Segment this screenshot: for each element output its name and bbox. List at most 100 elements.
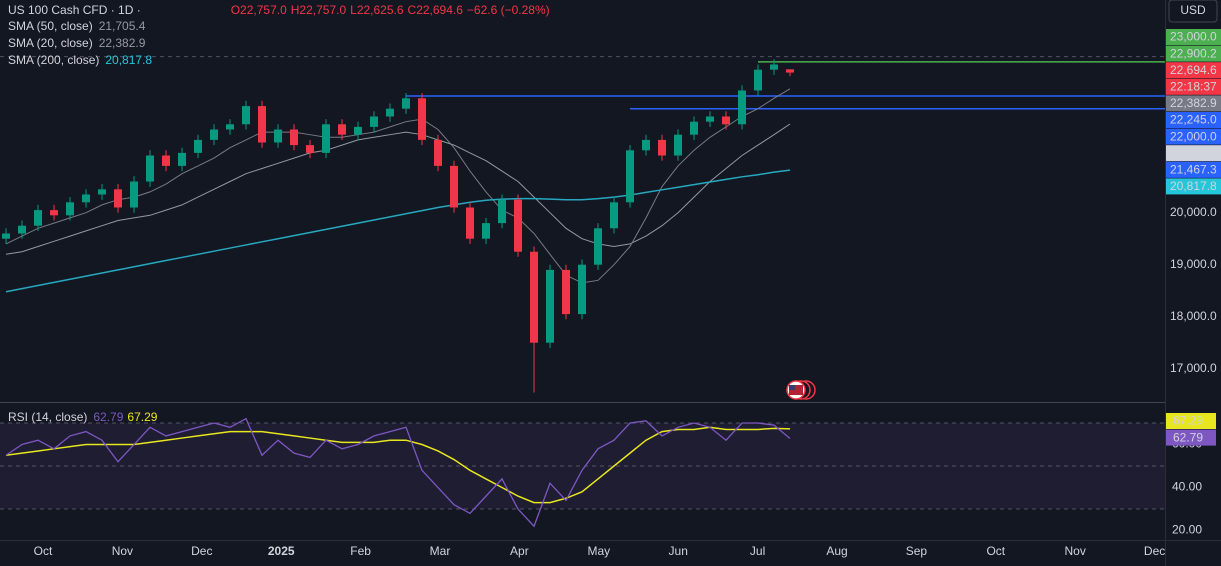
candle-body — [210, 129, 218, 140]
price-label: 22:18:37 — [1170, 79, 1217, 93]
candle-body — [338, 124, 346, 135]
price-label: 20,817.8 — [1170, 179, 1217, 193]
candle-body — [146, 155, 154, 182]
y-tick-label: 18,000.0 — [1170, 309, 1217, 323]
flag-canton — [789, 385, 795, 390]
sma-line — [5, 169, 791, 293]
price-label: 22,245.0 — [1170, 113, 1217, 127]
ohlc-close: C22,694.6 — [408, 3, 464, 17]
candle-body — [322, 124, 330, 153]
candle-body — [594, 228, 602, 265]
candle-body — [562, 269, 570, 315]
candle-body — [786, 69, 794, 73]
candle-body — [658, 139, 666, 156]
candle-body — [18, 225, 26, 234]
x-tick-label: Nov — [112, 544, 133, 558]
candle-body — [162, 155, 170, 166]
x-tick-label: Nov — [1065, 544, 1086, 558]
sma-value: 20,817.8 — [105, 53, 152, 67]
candle-body — [642, 139, 650, 151]
candle-body — [226, 124, 234, 130]
y-tick-label: 17,000.0 — [1170, 361, 1217, 375]
rsi-value: 62.79 — [93, 410, 123, 424]
currency-button[interactable] — [1168, 0, 1218, 23]
candle-body — [434, 139, 442, 166]
sma-legend: SMA (200, close) 20,817.8 — [8, 53, 152, 67]
candle-body — [274, 129, 282, 143]
x-tick-label: Oct — [986, 544, 1005, 558]
price-label: 22,694.6 — [1170, 63, 1217, 77]
symbol-header: US 100 Cash CFD · 1D · O22,757.0 H22,757.0… — [8, 3, 550, 17]
candle-body — [306, 145, 314, 153]
candle-body — [130, 181, 138, 208]
candle-body — [2, 233, 10, 239]
currency[interactable]: USD — [1180, 3, 1206, 17]
candle-body — [674, 134, 682, 156]
candle-body — [738, 90, 746, 125]
sma-value: 22,382.9 — [99, 36, 146, 50]
rsi-line — [5, 417, 791, 528]
price-label-box — [1166, 128, 1221, 145]
rsi-label: 62.79 — [1173, 430, 1203, 444]
flag — [789, 385, 803, 395]
price-label: 22,900.2 — [1170, 46, 1217, 60]
candle-body — [354, 126, 362, 135]
symbol-title: US 100 Cash CFD · 1D · — [8, 3, 141, 17]
candle-body — [258, 106, 266, 143]
x-tick-label: Feb — [350, 544, 371, 558]
candle-body — [626, 150, 634, 203]
ohlc-low: L22,625.6 — [350, 3, 404, 17]
x-tick-label: Dec — [1144, 544, 1165, 558]
candle-body — [178, 152, 186, 166]
price-label-box — [1166, 45, 1221, 62]
x-tick-label: Jun — [669, 544, 688, 558]
candle-body — [690, 121, 698, 135]
candle-body — [610, 202, 618, 229]
sma-value: 21,705.4 — [99, 19, 146, 33]
candle-body — [386, 108, 394, 117]
sma-legend: SMA (20, close) 22,382.9 — [8, 36, 146, 50]
rsi-label-box — [1166, 413, 1216, 429]
sma-line — [5, 123, 791, 255]
candle-body — [34, 210, 42, 226]
price-label: 21,467.3 — [1170, 162, 1217, 176]
price-label-box — [1166, 29, 1221, 45]
ohlc-change: −62.6 (−0.28%) — [467, 3, 550, 17]
price-label-box — [1166, 112, 1221, 128]
price-label-box — [1166, 161, 1221, 178]
candle-body — [770, 64, 778, 70]
candle-body — [722, 116, 730, 125]
sma-legend: SMA (50, close) 21,705.4 — [8, 19, 146, 33]
candle-body — [242, 106, 250, 125]
rsi-label-box — [1166, 429, 1216, 446]
rsi-ma-value: 67.29 — [127, 410, 157, 424]
candle-body — [754, 69, 762, 91]
y-tick-label: 19,000.0 — [1170, 257, 1217, 271]
rsi-band — [0, 423, 1165, 510]
candle-body — [482, 223, 490, 239]
rsi-name: RSI (14, close) — [8, 410, 87, 424]
x-tick-label: Dec — [191, 544, 212, 558]
x-tick-label: May — [587, 544, 610, 558]
candle-body — [290, 129, 298, 146]
price-label: 22,382.9 — [1170, 96, 1217, 110]
x-tick-label: 2025 — [268, 544, 295, 558]
x-tick-label: Jul — [750, 544, 765, 558]
sma-name: SMA (20, close) — [8, 36, 93, 50]
x-tick-label: Oct — [34, 544, 53, 558]
candle-body — [402, 98, 410, 109]
candle-body — [98, 189, 106, 195]
candle-body — [66, 202, 74, 216]
candle-body — [706, 116, 714, 122]
sma-name: SMA (50, close) — [8, 19, 93, 33]
rsi-legend: RSI (14, close) 62.79 67.29 — [8, 410, 158, 424]
candle-body — [82, 194, 90, 203]
price-label-box — [1166, 62, 1221, 79]
y-tick-label: 20,000.0 — [1170, 205, 1217, 219]
candle-body — [514, 199, 522, 252]
price-label-box — [1166, 178, 1221, 195]
rsi-tick-label: 40.00 — [1172, 480, 1202, 494]
candle-body — [450, 165, 458, 208]
